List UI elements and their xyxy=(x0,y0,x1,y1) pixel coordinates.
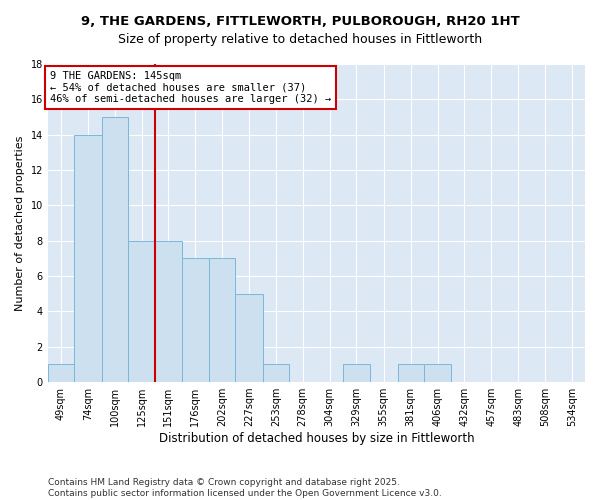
Bar xyxy=(155,240,182,382)
Text: Size of property relative to detached houses in Fittleworth: Size of property relative to detached ho… xyxy=(118,32,482,46)
Text: 9, THE GARDENS, FITTLEWORTH, PULBOROUGH, RH20 1HT: 9, THE GARDENS, FITTLEWORTH, PULBOROUGH,… xyxy=(80,15,520,28)
Text: 9 THE GARDENS: 145sqm
← 54% of detached houses are smaller (37)
46% of semi-deta: 9 THE GARDENS: 145sqm ← 54% of detached … xyxy=(50,71,331,104)
Bar xyxy=(48,364,74,382)
Y-axis label: Number of detached properties: Number of detached properties xyxy=(15,136,25,310)
Bar xyxy=(398,364,424,382)
Bar xyxy=(209,258,235,382)
Bar xyxy=(235,294,263,382)
Text: Contains HM Land Registry data © Crown copyright and database right 2025.
Contai: Contains HM Land Registry data © Crown c… xyxy=(48,478,442,498)
Bar xyxy=(343,364,370,382)
Bar xyxy=(424,364,451,382)
X-axis label: Distribution of detached houses by size in Fittleworth: Distribution of detached houses by size … xyxy=(158,432,474,445)
Bar xyxy=(128,240,155,382)
Bar xyxy=(74,134,101,382)
Bar xyxy=(263,364,289,382)
Bar xyxy=(182,258,209,382)
Bar xyxy=(101,117,128,382)
